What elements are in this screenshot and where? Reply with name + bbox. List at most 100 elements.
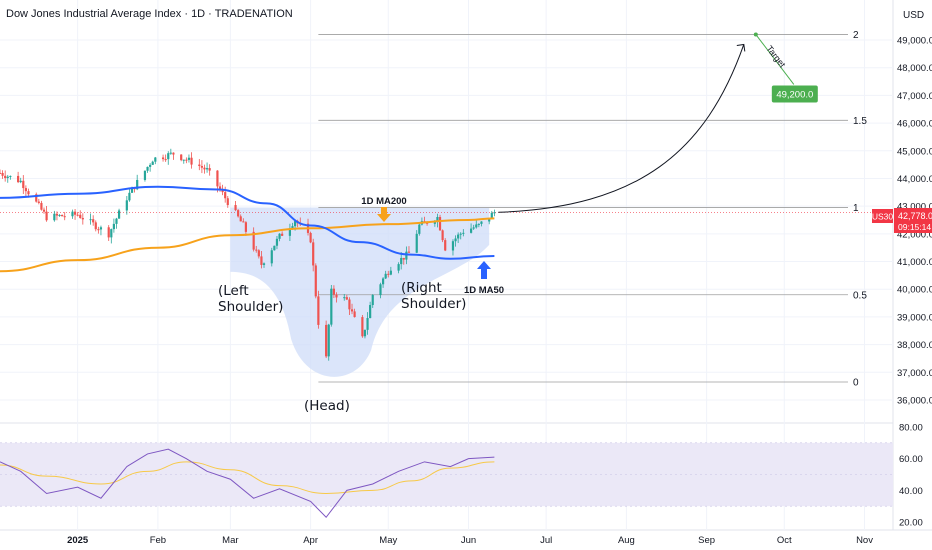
candle-body: [79, 214, 82, 218]
candle-body: [27, 191, 30, 195]
candle-body: [115, 218, 118, 224]
candle-body: [185, 159, 188, 161]
candle-body: [275, 238, 279, 246]
symbol-badge: [872, 209, 893, 223]
candle-body: [418, 224, 421, 234]
ma50-arrow: [477, 261, 491, 279]
target-badge-value: 49,200.0: [776, 89, 813, 100]
candle-body: [224, 192, 227, 199]
candle-body: [244, 222, 247, 232]
candle-body: [167, 153, 170, 160]
candle-body: [381, 278, 385, 285]
candle-body: [480, 221, 483, 224]
candle-body: [433, 221, 436, 224]
candle-body: [343, 297, 346, 299]
price-ticks: 49,000.0 48,000.0 47,000.0 46,000.0 45,000.0…: [897, 36, 932, 407]
candle-body: [35, 194, 38, 202]
candle-body: [350, 309, 354, 312]
candle-body: [345, 297, 348, 300]
candle-body: [112, 223, 115, 230]
candle-body: [19, 180, 22, 183]
candle-body: [472, 227, 475, 229]
candle-body: [330, 288, 333, 325]
price-tick-label: 37,000.0: [897, 368, 932, 379]
currency-label[interactable]: USD: [903, 10, 924, 21]
candle-body: [242, 221, 245, 223]
candle-body: [164, 159, 167, 161]
candle-body: [312, 242, 315, 266]
candle-body: [146, 166, 149, 171]
candle-body: [216, 170, 219, 187]
price-tick-label: 48,000.0: [897, 63, 932, 74]
time-tick-label: May: [379, 535, 397, 546]
fib-label: 1.5: [853, 116, 867, 127]
candle-body: [198, 164, 201, 167]
candle-body: [441, 230, 444, 241]
candle-body: [89, 219, 92, 221]
candle-body: [407, 251, 411, 253]
candle-body: [81, 217, 84, 220]
price-tick-label: 47,000.0: [897, 91, 932, 102]
candle-body: [218, 186, 222, 190]
candle-body: [180, 154, 183, 161]
candle-body: [149, 164, 152, 167]
candle-body: [154, 157, 157, 162]
candle-body: [371, 295, 374, 306]
candle-body: [226, 198, 229, 206]
head-and-shoulders-pattern: [230, 207, 490, 377]
candle-body: [61, 214, 64, 217]
candle-body: [369, 305, 372, 319]
time-tick-label: Sep: [698, 535, 715, 546]
ma50-line: [0, 185, 495, 260]
candle-body: [187, 157, 191, 160]
candle-body: [488, 218, 491, 222]
time-tick-label: Mar: [222, 535, 238, 546]
candle-body: [130, 187, 134, 193]
rsi-tick-label: 20.00: [899, 518, 923, 529]
candle-body: [58, 214, 61, 216]
candle-body: [415, 233, 418, 253]
candle-body: [348, 299, 351, 310]
time-tick-label: Jul: [540, 535, 552, 546]
candle-body: [76, 214, 79, 216]
candle-body: [97, 229, 100, 231]
candle-body: [169, 152, 172, 154]
candle-body: [143, 170, 147, 180]
candle-body: [45, 211, 48, 221]
candle-body: [255, 249, 258, 251]
rsi-ticks: 80.00 60.00 40.00 20.00: [899, 423, 923, 529]
countdown-value: 09:15:14: [898, 222, 931, 232]
candle-body: [37, 201, 40, 203]
candle-body: [182, 159, 185, 161]
candle-body: [73, 211, 77, 215]
candle-body: [335, 294, 338, 298]
symbol-badge-text: US30: [872, 212, 894, 222]
time-tick-label: Jun: [461, 535, 476, 546]
candle-body: [317, 296, 320, 325]
price-axis[interactable]: [893, 0, 932, 550]
candle-body: [314, 265, 317, 297]
last-price-badge: [894, 208, 932, 233]
left-shoulder-label-line1: (Left: [218, 283, 249, 299]
candle-body: [397, 264, 400, 271]
candle-body: [273, 245, 276, 251]
candle-body: [94, 222, 97, 230]
fib-levels: 2 1.5 1 0.5 0: [318, 30, 867, 389]
candle-body: [1, 172, 4, 176]
price-tick-label: 36,000.0: [897, 396, 932, 407]
candle-body: [257, 250, 260, 257]
candle-body: [444, 240, 447, 251]
price-tick-label: 45,000.0: [897, 146, 932, 157]
candle-body: [384, 273, 387, 279]
candle-body: [190, 157, 193, 165]
candle-body: [288, 228, 292, 236]
candle-body: [24, 188, 27, 192]
candle-body: [457, 234, 460, 239]
candle-body: [493, 212, 496, 214]
candle-body: [128, 192, 131, 201]
candle-body: [291, 226, 294, 229]
candle-body: [136, 179, 139, 190]
candle-body: [22, 180, 25, 189]
